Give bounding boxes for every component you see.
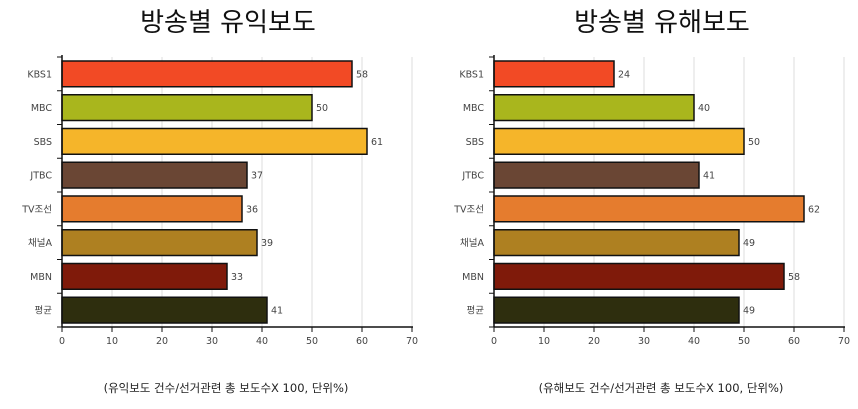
data-label: 49 xyxy=(743,238,755,249)
data-label: 41 xyxy=(271,306,283,317)
x-tick-label: 60 xyxy=(356,336,368,347)
bar xyxy=(61,296,268,324)
left-chart-title: 방송별 유익보도 xyxy=(140,8,316,38)
data-label: 50 xyxy=(316,103,328,114)
category-label: KBS1 xyxy=(27,69,52,80)
right-chart-title: 방송별 유해보도 xyxy=(574,8,750,38)
bar xyxy=(493,229,740,257)
category-label: JTBC xyxy=(29,171,52,182)
x-tick-label: 30 xyxy=(638,336,650,347)
category-label: JTBC xyxy=(461,171,484,182)
bar xyxy=(493,296,740,324)
bar xyxy=(61,229,258,257)
category-label: SBS xyxy=(466,137,484,148)
category-label: MBC xyxy=(463,103,485,114)
category-label: 채널A xyxy=(460,238,484,249)
right-bar-chart: 0 10 20 30 40 50 60 70 KBS1 24 MBC 40 SBS 50 JTBC 41 TV조… xyxy=(453,55,850,347)
x-tick-label: 20 xyxy=(156,336,168,347)
data-label: 40 xyxy=(698,103,710,114)
category-label: 평균 xyxy=(467,306,485,317)
bar xyxy=(61,262,228,290)
x-tick-label: 50 xyxy=(306,336,318,347)
bar xyxy=(61,94,313,122)
category-label: TV조선 xyxy=(453,204,484,215)
data-label: 37 xyxy=(251,171,263,182)
right-chart-note: (유해보도 건수/선거관련 총 보도수X 100, 단위%) xyxy=(538,381,784,395)
data-label: 41 xyxy=(703,171,715,182)
bar xyxy=(493,195,805,223)
data-label: 50 xyxy=(748,137,760,148)
bar xyxy=(493,127,745,155)
bar xyxy=(61,161,248,189)
bar xyxy=(61,60,353,88)
data-label: 39 xyxy=(261,238,273,249)
x-tick-label: 20 xyxy=(588,336,600,347)
category-label: SBS xyxy=(34,137,52,148)
x-tick-label: 40 xyxy=(688,336,700,347)
category-label: 채널A xyxy=(28,238,52,249)
bar xyxy=(493,161,700,189)
x-tick-label: 30 xyxy=(206,336,218,347)
x-tick-label: 50 xyxy=(738,336,750,347)
data-label: 49 xyxy=(743,306,755,317)
data-label: 24 xyxy=(618,69,630,80)
data-label: 61 xyxy=(371,137,383,148)
x-tick-label: 60 xyxy=(788,336,800,347)
category-label: TV조선 xyxy=(21,204,52,215)
x-tick-label: 10 xyxy=(106,336,118,347)
x-tick-label: 70 xyxy=(838,336,850,347)
category-label: KBS1 xyxy=(459,69,484,80)
bar xyxy=(61,127,368,155)
category-label: MBN xyxy=(30,272,52,283)
data-label: 33 xyxy=(231,272,243,283)
category-label: MBC xyxy=(31,103,53,114)
category-label: MBN xyxy=(462,272,484,283)
data-label: 36 xyxy=(246,204,258,215)
left-bar-chart: 0 10 20 30 40 50 60 70 KBS1 58 MBC 50 SBS 61 JTBC 37 TV조… xyxy=(21,55,418,347)
left-chart-note: (유익보도 건수/선거관련 총 보도수X 100, 단위%) xyxy=(103,381,349,395)
x-tick-label: 0 xyxy=(59,336,65,347)
x-tick-label: 40 xyxy=(256,336,268,347)
data-label: 58 xyxy=(356,69,368,80)
bar xyxy=(61,195,243,223)
data-label: 62 xyxy=(808,204,820,215)
data-label: 58 xyxy=(788,272,800,283)
bar xyxy=(493,262,785,290)
x-tick-label: 70 xyxy=(406,336,418,347)
bar xyxy=(493,60,615,88)
x-tick-label: 10 xyxy=(538,336,550,347)
category-label: 평균 xyxy=(35,306,53,317)
bar xyxy=(493,94,695,122)
x-tick-label: 0 xyxy=(491,336,497,347)
